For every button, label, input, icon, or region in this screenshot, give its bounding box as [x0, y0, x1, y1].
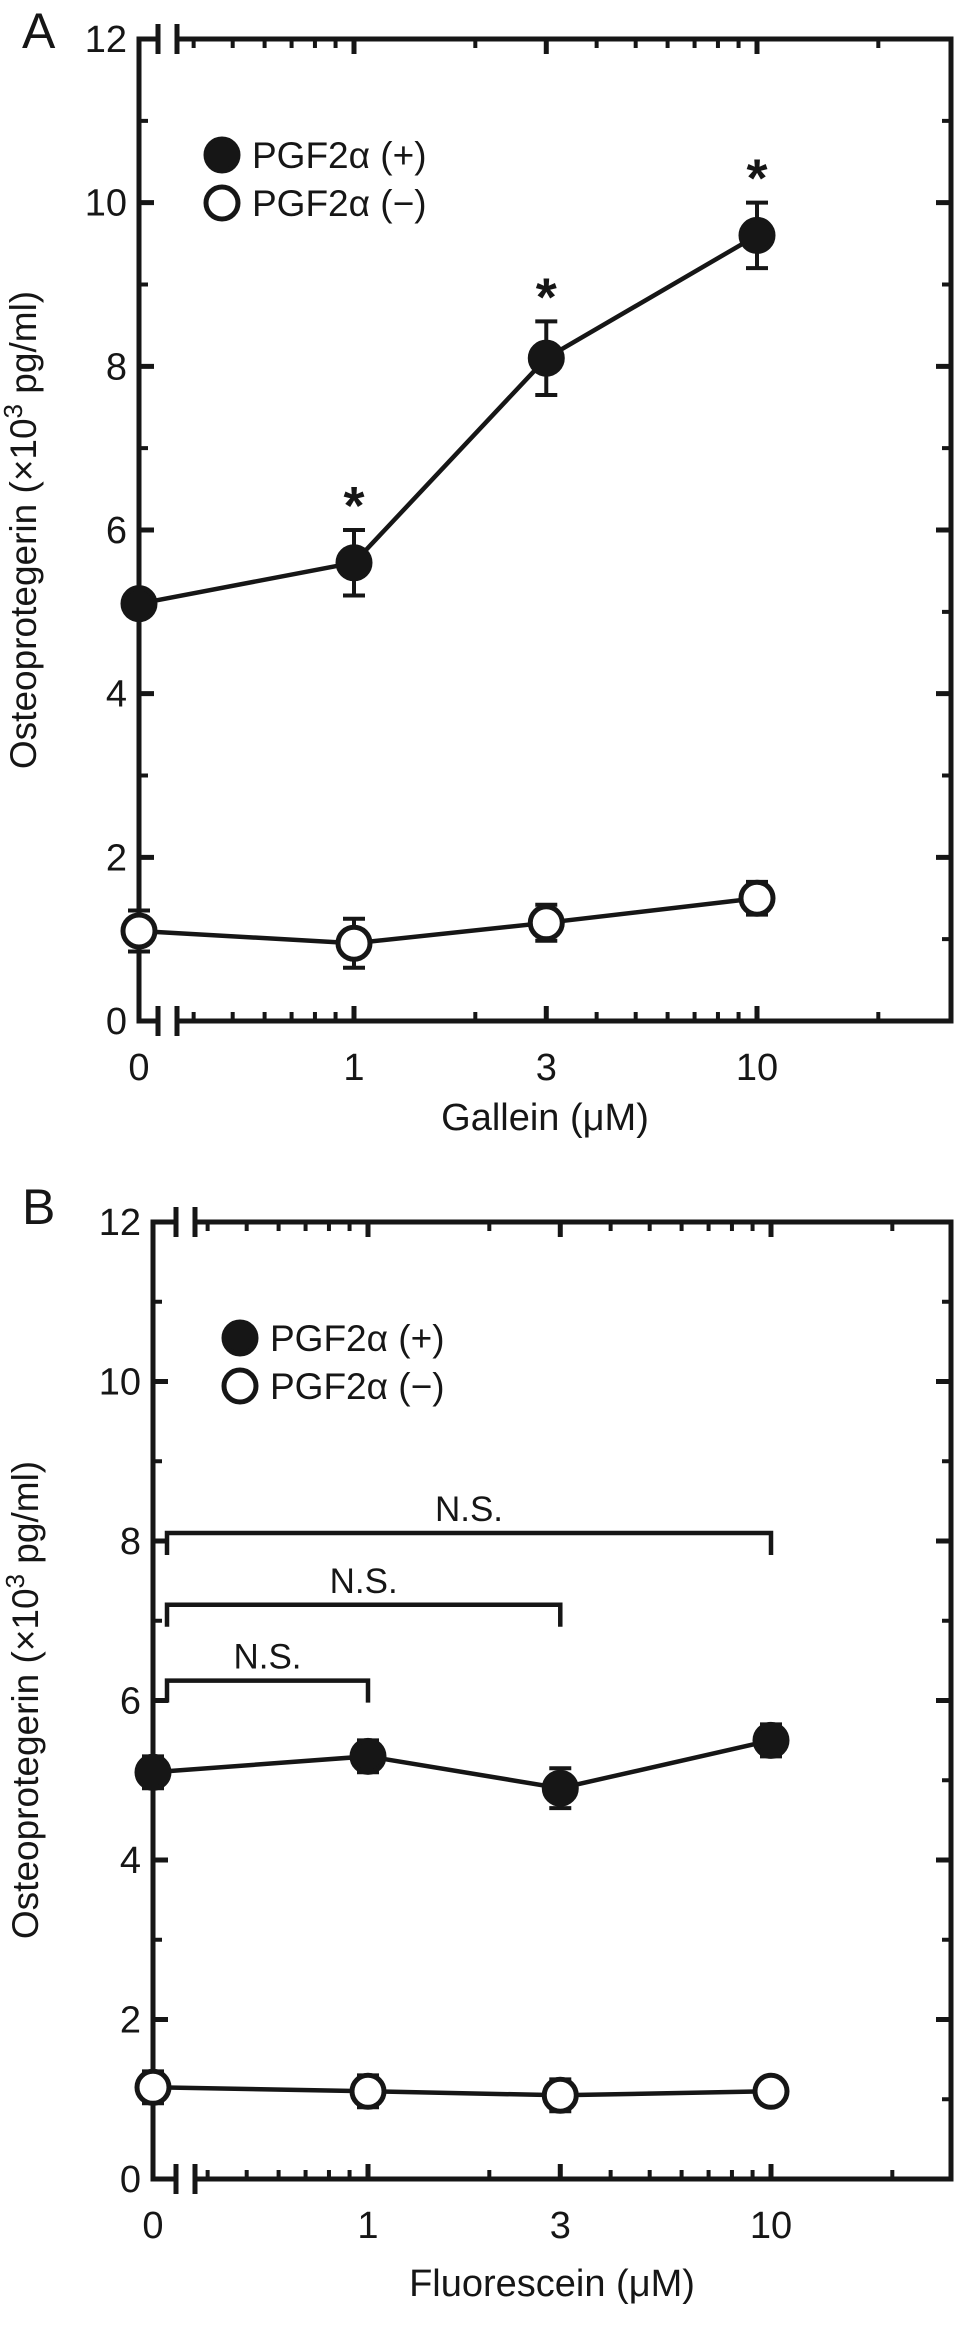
- x-tick-label: 1: [343, 1047, 364, 1089]
- data-point-marker-filled-circle: [349, 1737, 387, 1775]
- significance-asterisk: *: [536, 267, 557, 327]
- legend: PGF2α (+) PGF2α (−): [203, 135, 427, 224]
- data-point-marker-filled-circle: [738, 216, 776, 254]
- series-line: [152, 1738, 772, 1791]
- y-tick-label: 4: [120, 1840, 141, 1882]
- comparison-bracket: [164, 1602, 563, 1627]
- comparison-bracket: [164, 1530, 774, 1556]
- error-bar: [128, 879, 768, 970]
- legend-label: PGF2α (+): [270, 1318, 445, 1359]
- y-tick-label: 2: [120, 2000, 141, 2042]
- legend-marker-open-circle: [203, 184, 241, 222]
- y-tick-label: 12: [99, 1202, 141, 1244]
- y-tick-label: 0: [120, 2159, 141, 2201]
- data-point-marker-open-circle: [120, 912, 158, 950]
- panel-b: 0 2 4 6 8 10 12 0 1 3 10 Fluorescein (μM) Osteoprote…: [0, 1179, 954, 2305]
- axis-break-marks: [155, 24, 180, 1036]
- data-point-marker-open-circle: [541, 2076, 579, 2114]
- panel-letter: A: [22, 3, 56, 59]
- data-point-marker-filled-circle: [541, 1769, 579, 1807]
- major-ticks: [153, 1222, 951, 2179]
- legend-marker-filled-circle: [203, 136, 241, 174]
- x-tick-label: 0: [128, 1047, 149, 1089]
- significance-asterisk: *: [746, 149, 767, 209]
- data-point-marker-filled-circle: [527, 339, 565, 377]
- data-point-marker-open-circle: [349, 2072, 387, 2110]
- y-tick-label: 8: [120, 1521, 141, 1563]
- comparison-label: N.S.: [435, 1490, 503, 1529]
- y-tick-label: 10: [85, 183, 127, 225]
- comparison-label: N.S.: [233, 1638, 301, 1677]
- data-point-marker-filled-circle: [335, 544, 373, 582]
- legend: PGF2α (+) PGF2α (−): [221, 1318, 445, 1407]
- major-ticks: [139, 39, 951, 1021]
- y-axis-title: Osteoprotegerin (×103 pg/ml): [0, 291, 44, 769]
- data-point-marker-filled-circle: [120, 585, 158, 623]
- series-line: [138, 896, 758, 946]
- x-tick-label: 10: [750, 2205, 792, 2247]
- y-tick-label: 6: [120, 1681, 141, 1723]
- series-line: [138, 233, 759, 606]
- y-axis-title-suffix: pg/ml): [3, 291, 44, 404]
- series-line: [152, 2085, 772, 2098]
- x-tick-label: 0: [142, 2205, 163, 2247]
- legend-label: PGF2α (−): [270, 1366, 445, 1407]
- comparison-bracket: [164, 1678, 371, 1703]
- y-axis-title-prefix: Osteoprotegerin (×10: [5, 1588, 46, 1939]
- y-tick-label: 0: [106, 1001, 127, 1043]
- y-axis-title-prefix: Osteoprotegerin (×10: [3, 418, 44, 769]
- legend-label: PGF2α (−): [252, 183, 427, 224]
- y-tick-label: 6: [106, 510, 127, 552]
- y-tick-label: 12: [85, 19, 127, 61]
- panel-a: 0 2 4 6 8 10 12 0 1 3 10 Gallein (μM) Osteoprotegeri…: [0, 3, 954, 1139]
- data-point-marker-open-circle: [738, 879, 776, 917]
- data-point-marker-open-circle: [752, 2072, 790, 2110]
- legend-marker-open-circle: [221, 1367, 259, 1405]
- x-tick-label: 3: [550, 2205, 571, 2247]
- data-point-marker-filled-circle: [752, 1721, 790, 1759]
- x-tick-label: 1: [357, 2205, 378, 2247]
- y-axis-title-superscript: 3: [0, 404, 28, 418]
- comparison-label: N.S.: [330, 1562, 398, 1601]
- y-tick-label: 2: [106, 837, 127, 879]
- y-axis-title: Osteoprotegerin (×103 pg/ml): [0, 1461, 46, 1939]
- data-point-marker-open-circle: [335, 924, 373, 962]
- y-tick-label: 10: [99, 1362, 141, 1404]
- y-axis-title-suffix: pg/ml): [5, 1461, 46, 1574]
- x-tick-label: 3: [536, 1047, 557, 1089]
- legend-label: PGF2α (+): [252, 135, 427, 176]
- data-point-marker-open-circle: [134, 2068, 172, 2106]
- legend-marker-filled-circle: [221, 1319, 259, 1357]
- y-tick-label: 8: [106, 346, 127, 388]
- significance-asterisk: *: [343, 476, 364, 536]
- y-tick-label: 4: [106, 674, 127, 716]
- data-point-marker-filled-circle: [134, 1753, 172, 1791]
- y-axis-title-superscript: 3: [0, 1574, 30, 1588]
- error-bar: [128, 200, 768, 618]
- data-point-marker-open-circle: [527, 904, 565, 942]
- x-axis-title: Gallein (μM): [441, 1097, 649, 1139]
- x-tick-label: 10: [736, 1047, 778, 1089]
- panel-letter: B: [22, 1179, 55, 1235]
- axis-break-marks: [173, 1207, 198, 2194]
- x-axis-title: Fluorescein (μM): [409, 2263, 695, 2305]
